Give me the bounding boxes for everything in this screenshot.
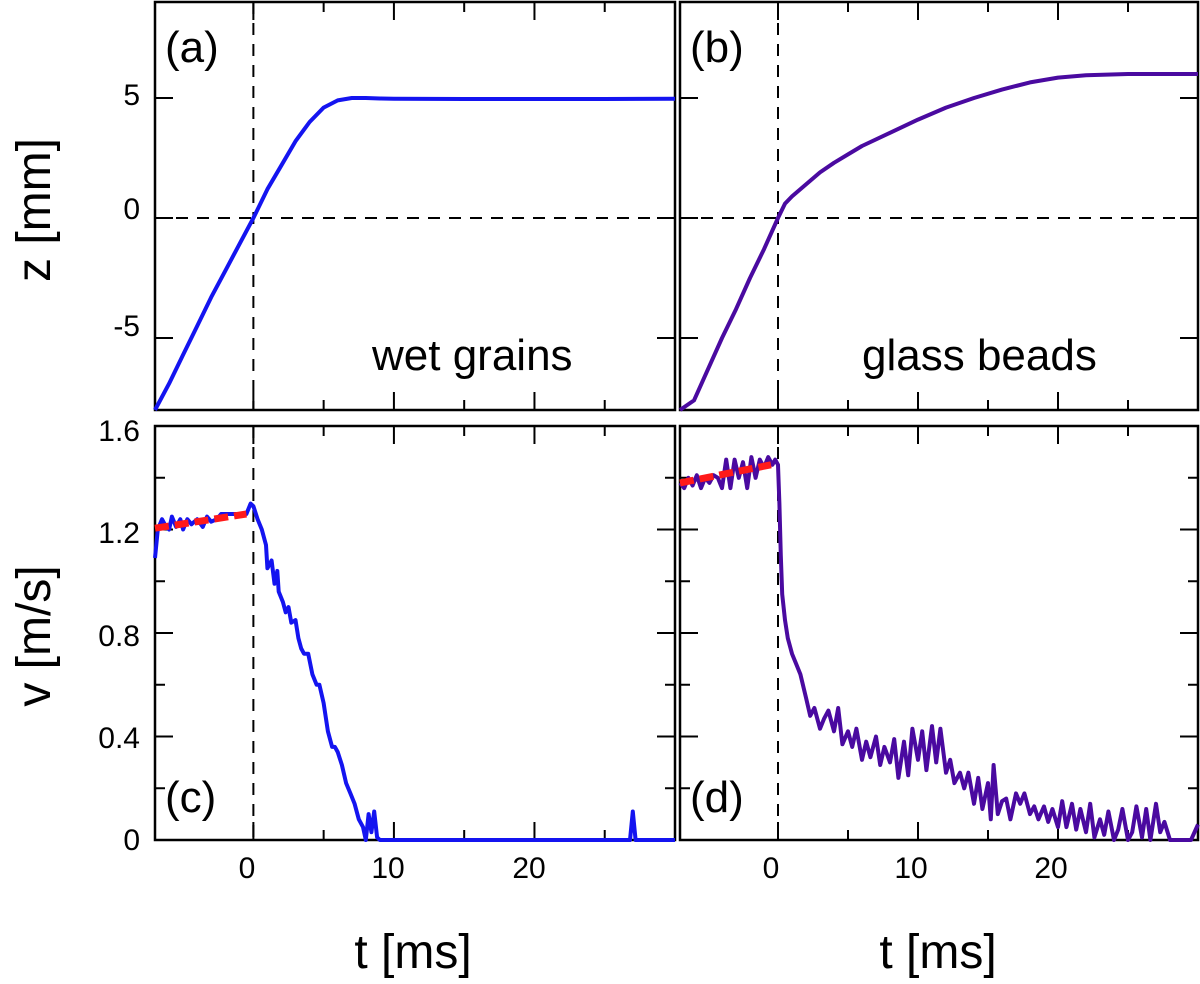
- panel-label-b: (b): [690, 23, 744, 72]
- series-d-curve: [678, 455, 1200, 842]
- series-d-fit-line: [679, 461, 772, 487]
- series-c-curve: [153, 501, 675, 842]
- panel-label-a: (a): [165, 23, 219, 72]
- v-axis-title: v [m/s]: [8, 565, 61, 706]
- annotation-wet-grains: wet grains: [371, 331, 573, 380]
- x-tick-label-d-10: 10: [894, 852, 927, 885]
- x-tick-label-d-20: 20: [1034, 852, 1067, 885]
- panel-d-frame: [678, 424, 1200, 842]
- reference-lines: [155, 2, 1198, 840]
- panel-a-frame: [153, 0, 677, 412]
- x-tick-label-c-10: 10: [371, 852, 404, 885]
- series-c-fit-line: [154, 510, 247, 532]
- annotation-glass-beads: glass beads: [862, 331, 1097, 380]
- v-tick-label-0.4: 0.4: [98, 722, 140, 755]
- series-b-curve: [678, 72, 1198, 412]
- z-tick-label-0: 0: [123, 193, 140, 226]
- x-axis-title-c: t [ms]: [354, 926, 471, 979]
- z-tick-label-5: 5: [123, 79, 140, 112]
- panel-c-frame: [153, 424, 677, 842]
- panel-label-d: (d): [690, 773, 744, 822]
- series-a-curve: [153, 96, 676, 411]
- panel-b-frame: [678, 0, 1200, 412]
- z-axis-title: z [mm]: [8, 138, 61, 282]
- tick-marks: [155, 2, 1198, 840]
- x-axis-title-d: t [ms]: [879, 926, 996, 979]
- panel-label-c: (c): [165, 773, 216, 822]
- x-tick-label-d-0: 0: [763, 852, 780, 885]
- v-tick-label-0: 0: [123, 824, 140, 857]
- v-tick-label-1.6: 1.6: [98, 415, 140, 448]
- z-tick-label-neg5: -5: [113, 310, 140, 343]
- x-tick-label-c-0: 0: [239, 852, 256, 885]
- v-tick-label-0.8: 0.8: [98, 620, 140, 653]
- v-tick-label-1.2: 1.2: [98, 517, 140, 550]
- x-tick-label-c-20: 20: [512, 852, 545, 885]
- data-series: [153, 72, 1200, 842]
